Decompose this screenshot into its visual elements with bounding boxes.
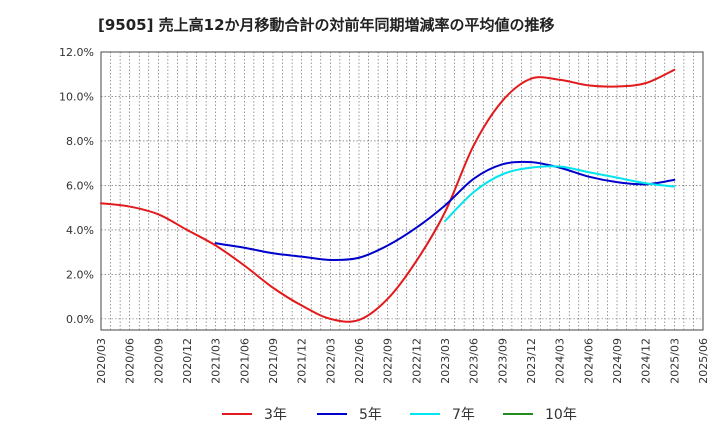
legend-label-1: 5年	[359, 407, 382, 423]
x-tick-label: 2021/09	[267, 338, 280, 384]
y-tick-label: 8.0%	[66, 135, 94, 148]
x-tick-label: 2021/12	[296, 338, 309, 384]
x-tick-label: 2024/09	[611, 338, 624, 384]
x-tick-label: 2023/12	[525, 338, 538, 384]
x-tick-label: 2025/03	[668, 338, 681, 384]
x-tick-label: 2020/12	[181, 338, 194, 384]
x-tick-label: 2022/06	[353, 338, 366, 384]
x-tick-label: 2024/12	[640, 338, 653, 384]
x-tick-label: 2024/03	[554, 338, 567, 384]
x-tick-label: 2024/06	[582, 338, 595, 384]
y-tick-label: 12.0%	[59, 46, 94, 59]
x-tick-label: 2023/03	[439, 338, 452, 384]
chart-title: [9505] 売上高12か月移動合計の対前年同期増減率の平均値の推移	[98, 16, 555, 34]
legend-label-2: 7年	[452, 407, 475, 423]
x-tick-label: 2020/03	[95, 338, 108, 384]
series-line-1	[214, 160, 676, 262]
x-tick-label: 2022/09	[382, 338, 395, 384]
y-tick-label: 2.0%	[66, 268, 94, 281]
x-tick-label: 2020/06	[124, 338, 137, 384]
series-line-0	[100, 68, 676, 323]
series-line-2	[444, 165, 676, 223]
y-tick-label: 0.0%	[66, 313, 94, 326]
x-tick-label: 2022/03	[324, 338, 337, 384]
legend-label-0: 3年	[264, 407, 287, 423]
x-tick-label: 2020/09	[152, 338, 165, 384]
x-tick-label: 2023/09	[496, 338, 509, 384]
y-tick-label: 4.0%	[66, 224, 94, 237]
legend-label-3: 10年	[545, 407, 577, 423]
y-tick-label: 10.0%	[59, 90, 94, 103]
y-tick-label: 6.0%	[66, 179, 94, 192]
x-tick-label: 2025/06	[697, 338, 710, 384]
x-tick-label: 2023/06	[468, 338, 481, 384]
x-tick-label: 2022/12	[410, 338, 423, 384]
x-tick-label: 2021/06	[238, 338, 251, 384]
x-tick-label: 2021/03	[210, 338, 223, 384]
plot-area	[100, 51, 704, 331]
